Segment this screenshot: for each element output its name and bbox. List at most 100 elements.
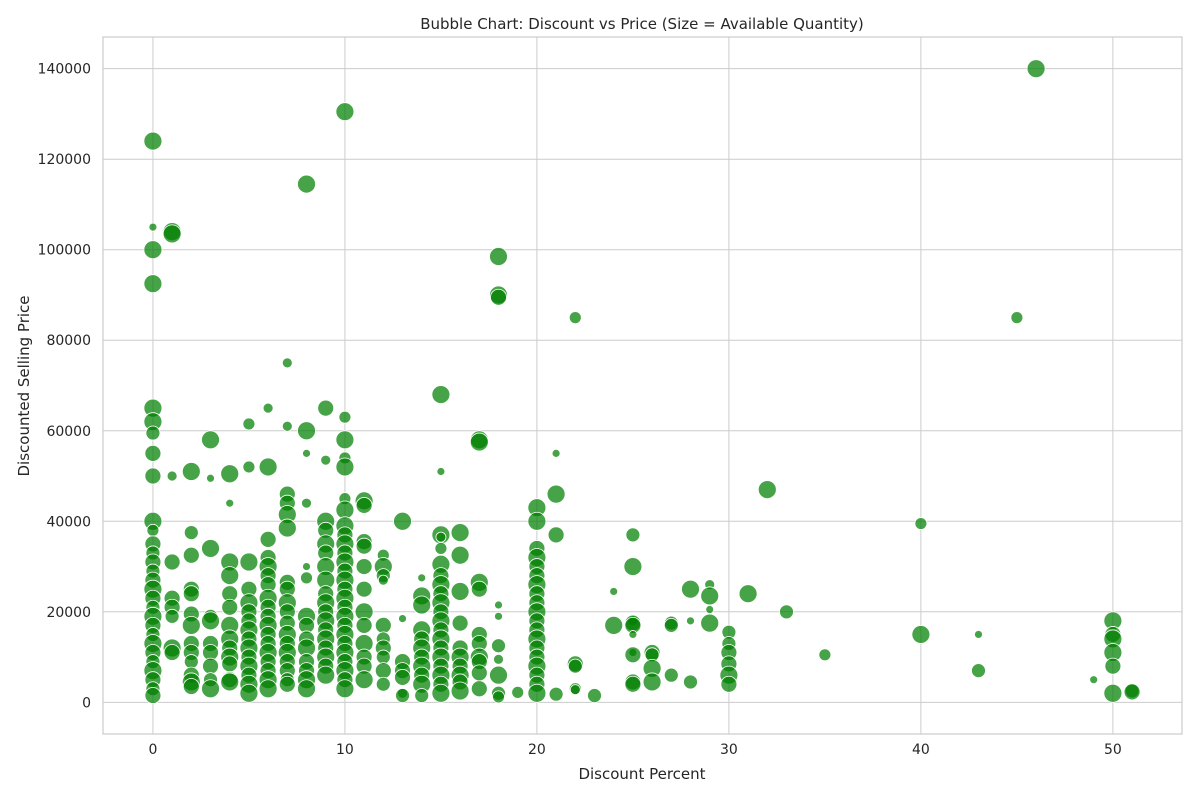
bubble-point — [450, 582, 470, 601]
bubble-point — [163, 553, 181, 571]
x-tick-label: 20 — [528, 742, 546, 758]
bubble-point — [450, 545, 470, 565]
bubble-point — [225, 498, 235, 508]
bubble-point — [490, 288, 507, 306]
bubble-point — [144, 687, 162, 704]
bubble-point — [201, 539, 220, 558]
y-tick-label: 0 — [82, 695, 91, 711]
bubble-point — [258, 457, 278, 477]
bubble-point — [335, 500, 355, 520]
y-axis-ticks: 0 20000 40000 60000 80000 100000 120000 140000 — [38, 62, 91, 712]
bubble-point — [779, 604, 794, 620]
bubble-point — [355, 580, 373, 598]
bubble-point — [182, 546, 200, 564]
bubble-point — [183, 525, 199, 540]
y-tick-label: 40000 — [46, 514, 91, 530]
bubble-point — [757, 480, 777, 499]
y-tick-label: 80000 — [46, 333, 91, 349]
bubble-point — [412, 595, 432, 615]
bubble-point — [206, 473, 215, 483]
bubble-point — [181, 462, 201, 481]
bubble-point — [354, 670, 374, 690]
bubble-point — [551, 448, 561, 458]
bubble-point — [281, 420, 293, 432]
bubble-point — [259, 530, 277, 548]
bubble-point — [434, 542, 448, 555]
bubble-point — [681, 579, 700, 599]
bubble-point — [417, 573, 427, 583]
bubble-point — [221, 655, 239, 673]
bubble-point — [974, 630, 983, 639]
bubble-point — [700, 586, 720, 606]
bubble-point — [470, 680, 488, 698]
bubble-point — [1103, 683, 1123, 703]
x-tick-label: 10 — [336, 742, 354, 758]
bubble-point — [511, 685, 525, 699]
bubble-point — [705, 605, 715, 614]
bubble-point — [628, 630, 638, 639]
bubble-point — [144, 444, 162, 462]
bubble-point — [201, 430, 220, 450]
x-axis-label: Discount Percent — [578, 765, 705, 783]
bubble-point — [450, 523, 470, 542]
bubble-point — [143, 240, 163, 260]
bubble-point — [394, 669, 411, 686]
bubble-point — [469, 432, 489, 452]
bubble-point — [546, 484, 566, 504]
bubble-point — [548, 686, 564, 702]
bubble-point — [491, 638, 506, 654]
bubble-point — [1089, 675, 1099, 685]
bubble-point — [181, 615, 201, 635]
bubble-point — [686, 616, 695, 626]
bubble-point — [738, 584, 758, 604]
y-tick-label: 120000 — [38, 152, 91, 168]
bubble-point — [262, 402, 274, 414]
bubble-point — [355, 558, 373, 575]
bubble-point — [297, 421, 316, 441]
bubble-point — [220, 464, 240, 484]
bubble-point — [450, 681, 470, 701]
bubble-point — [335, 430, 355, 450]
bubble-point — [527, 511, 547, 531]
bubble-point — [182, 678, 200, 695]
bubble-point — [663, 617, 679, 633]
bubble-point — [470, 664, 488, 682]
x-tick-label: 50 — [1104, 742, 1122, 758]
bubble-point — [201, 679, 220, 699]
bubble-point — [435, 531, 447, 543]
bubble-point — [316, 665, 336, 685]
bubble-point — [494, 600, 503, 610]
y-tick-label: 60000 — [46, 424, 91, 440]
bubble-point — [451, 614, 469, 632]
bubble-point — [281, 357, 293, 369]
bubble-point — [375, 676, 391, 692]
bubble-point — [625, 527, 641, 543]
bubble-point — [623, 557, 643, 576]
bubble-point — [431, 683, 451, 703]
bubble-point — [146, 523, 160, 537]
bubble-point — [335, 102, 355, 122]
bubble-point — [355, 616, 373, 634]
bubble-point — [393, 511, 412, 531]
bubble-point — [1104, 657, 1122, 675]
bubble-point — [148, 222, 158, 232]
bubble-point — [567, 658, 583, 674]
bubble-point — [700, 613, 720, 633]
bubble-point — [547, 526, 565, 544]
data-points — [143, 59, 1141, 704]
x-tick-label: 0 — [148, 742, 157, 758]
x-axis-ticks: 0 10 20 30 40 50 — [148, 742, 1121, 758]
bubble-point — [624, 646, 642, 664]
bubble-point — [220, 566, 240, 585]
bubble-point — [374, 616, 392, 634]
bubble-point — [493, 653, 504, 665]
bubble-point — [1010, 311, 1024, 325]
bubble-point — [166, 470, 178, 482]
bubble-point — [398, 614, 407, 623]
bubble-point — [494, 611, 503, 621]
bubble-point — [239, 552, 259, 572]
bubble-point — [201, 611, 220, 631]
bubble-point — [145, 425, 161, 441]
bubble-point — [1123, 683, 1141, 701]
